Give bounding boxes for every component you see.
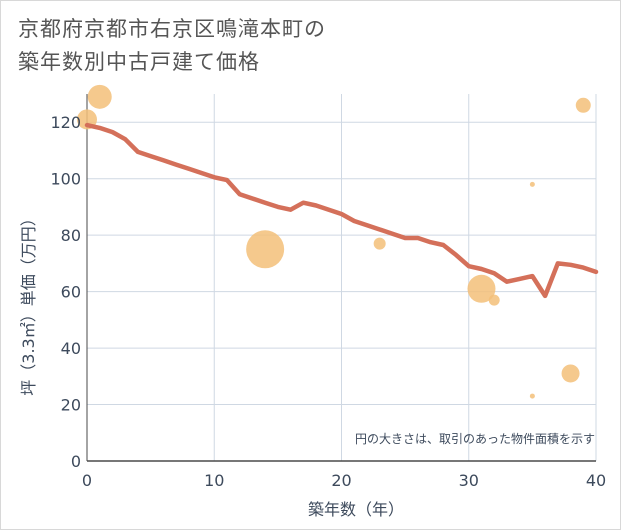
y-tick-label: 20 — [61, 396, 81, 415]
chart-annotation: 円の大きさは、取引のあった物件面積を示す — [355, 431, 595, 446]
x-tick-label: 20 — [331, 471, 351, 490]
bubble-point — [575, 97, 591, 113]
line-layer — [84, 122, 599, 299]
bubble-point — [488, 294, 500, 306]
chart-title-line-2: 築年数別中古戸建て価格 — [18, 50, 260, 74]
y-tick-label: 80 — [61, 226, 81, 245]
grid-layer — [86, 94, 597, 462]
bubble-point — [467, 274, 496, 303]
bubble-point — [561, 364, 580, 383]
x-tick-label: 10 — [204, 471, 224, 490]
y-tick-label: 100 — [50, 170, 81, 189]
bubble-point — [529, 181, 535, 187]
y-tick-label: 40 — [61, 339, 81, 358]
x-tick-label: 30 — [459, 471, 479, 490]
x-tick-label: 40 — [586, 471, 606, 490]
y-axis-label: 坪（3.3㎡）単価（万円） — [19, 210, 38, 395]
chart-title-line-1: 京都府京都市右京区鳴滝本町の — [18, 17, 326, 41]
price-trend-line — [84, 122, 599, 299]
bubble-point — [246, 230, 285, 269]
y-tick-label: 0 — [71, 452, 81, 471]
bubble-point — [529, 393, 535, 399]
chart-title: 京都府京都市右京区鳴滝本町の 築年数別中古戸建て価格 — [18, 13, 326, 79]
bubble-point — [87, 84, 112, 109]
y-tick-label: 120 — [50, 113, 81, 132]
bubble-layer — [77, 84, 591, 399]
x-tick-label: 0 — [82, 471, 92, 490]
bubble-point — [373, 237, 386, 250]
tick-layer: 0 20 40 60 80 100 120 0 10 20 30 40 — [50, 113, 606, 490]
x-axis-label: 築年数（年） — [308, 500, 404, 519]
y-tick-label: 60 — [61, 283, 81, 302]
